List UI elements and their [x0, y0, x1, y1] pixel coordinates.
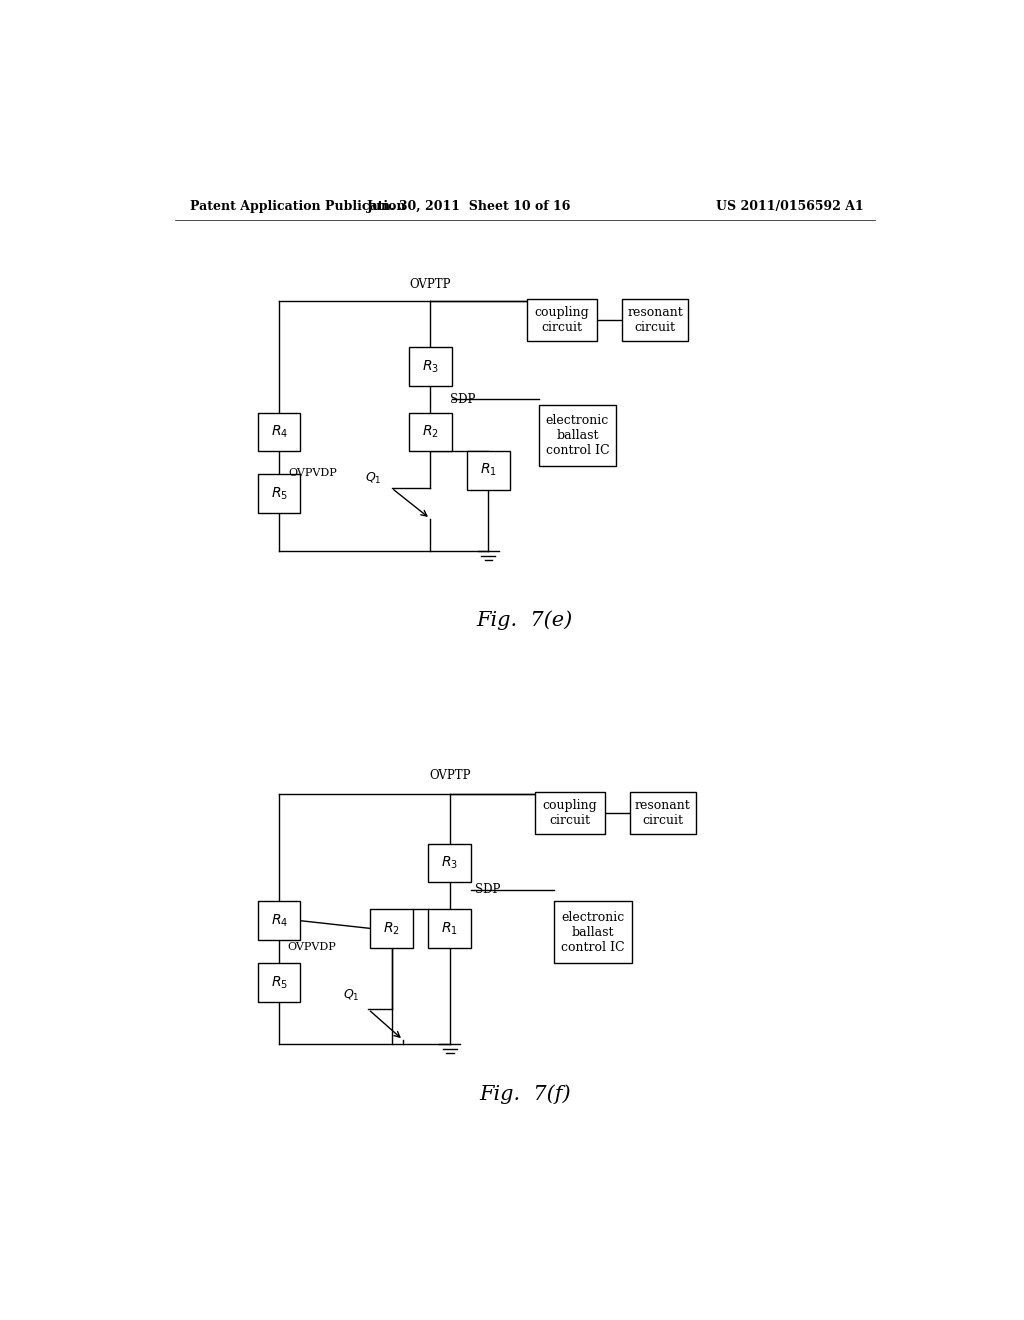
Bar — [428, 843, 471, 882]
Bar — [630, 792, 695, 834]
Text: SDP: SDP — [475, 883, 500, 896]
Text: $R_4$: $R_4$ — [270, 912, 288, 929]
Text: $R_5$: $R_5$ — [270, 974, 288, 990]
Text: $R_3$: $R_3$ — [441, 855, 458, 871]
Text: electronic
ballast
control IC: electronic ballast control IC — [546, 414, 609, 457]
Text: SDP: SDP — [450, 392, 475, 405]
Text: $R_3$: $R_3$ — [422, 358, 438, 375]
Bar — [539, 405, 616, 466]
Text: OVPTP: OVPTP — [429, 770, 470, 781]
Text: Fig.  7(f): Fig. 7(f) — [479, 1084, 570, 1104]
Bar — [258, 412, 300, 451]
Text: electronic
ballast
control IC: electronic ballast control IC — [561, 911, 625, 954]
Text: coupling
circuit: coupling circuit — [543, 799, 597, 826]
Text: $R_4$: $R_4$ — [270, 424, 288, 440]
Text: resonant
circuit: resonant circuit — [635, 799, 690, 826]
Text: Fig.  7(e): Fig. 7(e) — [477, 611, 572, 630]
Bar — [467, 451, 510, 490]
Text: $R_1$: $R_1$ — [480, 462, 497, 478]
Bar — [371, 909, 413, 948]
Bar — [428, 909, 471, 948]
Text: resonant
circuit: resonant circuit — [627, 306, 683, 334]
Text: OVPVDP: OVPVDP — [289, 469, 337, 478]
Text: US 2011/0156592 A1: US 2011/0156592 A1 — [717, 199, 864, 213]
Bar — [622, 298, 688, 342]
Text: $R_2$: $R_2$ — [422, 424, 438, 440]
Text: $Q_1$: $Q_1$ — [343, 987, 359, 1003]
Bar — [258, 902, 300, 940]
Text: Jun. 30, 2011  Sheet 10 of 16: Jun. 30, 2011 Sheet 10 of 16 — [367, 199, 571, 213]
Text: $R_1$: $R_1$ — [441, 920, 458, 937]
Text: $Q_1$: $Q_1$ — [365, 470, 381, 486]
Bar — [535, 792, 604, 834]
Text: Patent Application Publication: Patent Application Publication — [190, 199, 406, 213]
Bar — [258, 964, 300, 1002]
Text: $R_2$: $R_2$ — [383, 920, 400, 937]
Bar — [527, 298, 597, 342]
Text: coupling
circuit: coupling circuit — [535, 306, 590, 334]
Text: OVPTP: OVPTP — [410, 277, 451, 290]
Bar — [554, 902, 632, 964]
Text: $R_5$: $R_5$ — [270, 486, 288, 502]
Bar — [409, 347, 452, 385]
Text: OVPVDP: OVPVDP — [287, 942, 336, 952]
Bar — [409, 412, 452, 451]
Bar — [258, 474, 300, 512]
